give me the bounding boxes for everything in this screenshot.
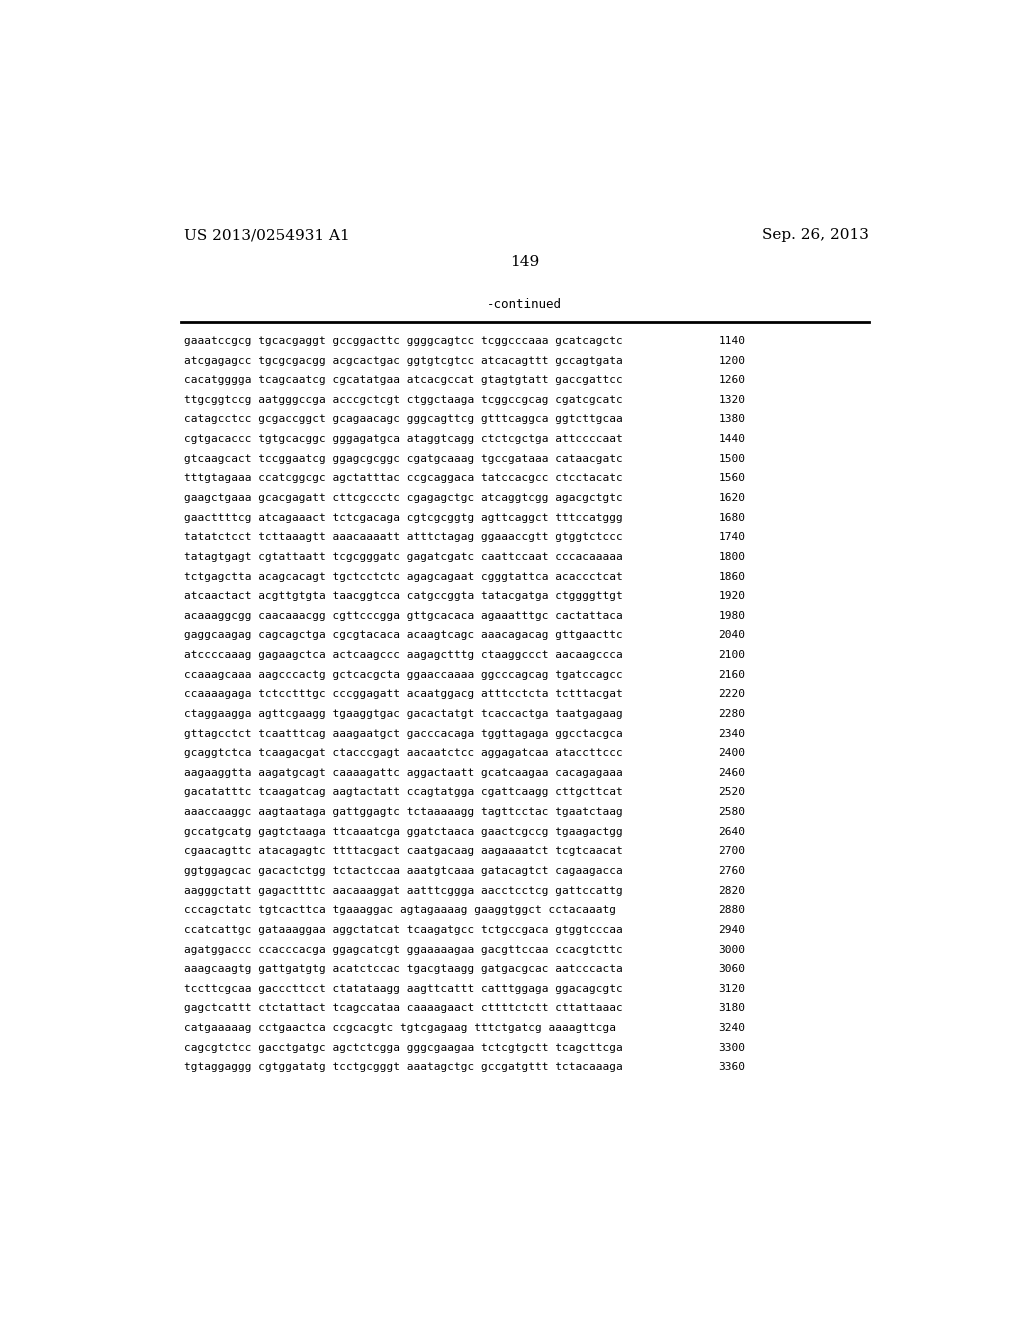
- Text: 3360: 3360: [719, 1063, 745, 1072]
- Text: ggtggagcac gacactctgg tctactccaa aaatgtcaaa gatacagtct cagaagacca: ggtggagcac gacactctgg tctactccaa aaatgtc…: [183, 866, 623, 876]
- Text: 2520: 2520: [719, 788, 745, 797]
- Text: 1680: 1680: [719, 512, 745, 523]
- Text: 2340: 2340: [719, 729, 745, 739]
- Text: 2760: 2760: [719, 866, 745, 876]
- Text: 2820: 2820: [719, 886, 745, 896]
- Text: Sep. 26, 2013: Sep. 26, 2013: [762, 228, 869, 243]
- Text: tttgtagaaa ccatcggcgc agctatttac ccgcaggaca tatccacgcc ctcctacatc: tttgtagaaa ccatcggcgc agctatttac ccgcagg…: [183, 474, 623, 483]
- Text: 3120: 3120: [719, 983, 745, 994]
- Text: 2040: 2040: [719, 631, 745, 640]
- Text: US 2013/0254931 A1: US 2013/0254931 A1: [183, 228, 349, 243]
- Text: atccccaaag gagaagctca actcaagccc aagagctttg ctaaggccct aacaagccca: atccccaaag gagaagctca actcaagccc aagagct…: [183, 649, 623, 660]
- Text: 2460: 2460: [719, 768, 745, 777]
- Text: gtcaagcact tccggaatcg ggagcgcggc cgatgcaaag tgccgataaa cataacgatc: gtcaagcact tccggaatcg ggagcgcggc cgatgca…: [183, 454, 623, 463]
- Text: aaaccaaggc aagtaataga gattggagtc tctaaaaagg tagttcctac tgaatctaag: aaaccaaggc aagtaataga gattggagtc tctaaaa…: [183, 807, 623, 817]
- Text: 2160: 2160: [719, 669, 745, 680]
- Text: aagggctatt gagacttttc aacaaaggat aatttcggga aacctcctcg gattccattg: aagggctatt gagacttttc aacaaaggat aatttcg…: [183, 886, 623, 896]
- Text: 3180: 3180: [719, 1003, 745, 1014]
- Text: 3000: 3000: [719, 945, 745, 954]
- Text: tatagtgagt cgtattaatt tcgcgggatc gagatcgatc caattccaat cccacaaaaa: tatagtgagt cgtattaatt tcgcgggatc gagatcg…: [183, 552, 623, 562]
- Text: 1260: 1260: [719, 375, 745, 385]
- Text: ccaaagcaaa aagcccactg gctcacgcta ggaaccaaaa ggcccagcag tgatccagcc: ccaaagcaaa aagcccactg gctcacgcta ggaacca…: [183, 669, 623, 680]
- Text: cagcgtctcc gacctgatgc agctctcgga gggcgaagaa tctcgtgctt tcagcttcga: cagcgtctcc gacctgatgc agctctcgga gggcgaa…: [183, 1043, 623, 1053]
- Text: 2700: 2700: [719, 846, 745, 857]
- Text: 1620: 1620: [719, 492, 745, 503]
- Text: 2220: 2220: [719, 689, 745, 700]
- Text: 1500: 1500: [719, 454, 745, 463]
- Text: cgtgacaccc tgtgcacggc gggagatgca ataggtcagg ctctcgctga attccccaat: cgtgacaccc tgtgcacggc gggagatgca ataggtc…: [183, 434, 623, 444]
- Text: cccagctatc tgtcacttca tgaaaggac agtagaaaag gaaggtggct cctacaaatg: cccagctatc tgtcacttca tgaaaggac agtagaaa…: [183, 906, 615, 915]
- Text: -continued: -continued: [487, 298, 562, 312]
- Text: gaaatccgcg tgcacgaggt gccggacttc ggggcagtcc tcggcccaaa gcatcagctc: gaaatccgcg tgcacgaggt gccggacttc ggggcag…: [183, 335, 623, 346]
- Text: gcaggtctca tcaagacgat ctacccgagt aacaatctcc aggagatcaa ataccttccc: gcaggtctca tcaagacgat ctacccgagt aacaatc…: [183, 748, 623, 758]
- Text: 2100: 2100: [719, 649, 745, 660]
- Text: 3240: 3240: [719, 1023, 745, 1034]
- Text: 1200: 1200: [719, 355, 745, 366]
- Text: atcgagagcc tgcgcgacgg acgcactgac ggtgtcgtcc atcacagttt gccagtgata: atcgagagcc tgcgcgacgg acgcactgac ggtgtcg…: [183, 355, 623, 366]
- Text: gaacttttcg atcagaaact tctcgacaga cgtcgcggtg agttcaggct tttccatggg: gaacttttcg atcagaaact tctcgacaga cgtcgcg…: [183, 512, 623, 523]
- Text: 1440: 1440: [719, 434, 745, 444]
- Text: gagctcattt ctctattact tcagccataa caaaagaact cttttctctt cttattaaac: gagctcattt ctctattact tcagccataa caaaaga…: [183, 1003, 623, 1014]
- Text: catagcctcc gcgaccggct gcagaacagc gggcagttcg gtttcaggca ggtcttgcaa: catagcctcc gcgaccggct gcagaacagc gggcagt…: [183, 414, 623, 425]
- Text: 2640: 2640: [719, 826, 745, 837]
- Text: 1920: 1920: [719, 591, 745, 601]
- Text: tatatctcct tcttaaagtt aaacaaaatt atttctagag ggaaaccgtt gtggtctccc: tatatctcct tcttaaagtt aaacaaaatt atttcta…: [183, 532, 623, 543]
- Text: 2880: 2880: [719, 906, 745, 915]
- Text: aaagcaagtg gattgatgtg acatctccac tgacgtaagg gatgacgcac aatcccacta: aaagcaagtg gattgatgtg acatctccac tgacgta…: [183, 964, 623, 974]
- Text: catgaaaaag cctgaactca ccgcacgtc tgtcgagaag tttctgatcg aaaagttcga: catgaaaaag cctgaactca ccgcacgtc tgtcgaga…: [183, 1023, 615, 1034]
- Text: agatggaccc ccacccacga ggagcatcgt ggaaaaagaa gacgttccaa ccacgtcttc: agatggaccc ccacccacga ggagcatcgt ggaaaaa…: [183, 945, 623, 954]
- Text: 3300: 3300: [719, 1043, 745, 1053]
- Text: cacatgggga tcagcaatcg cgcatatgaa atcacgccat gtagtgtatt gaccgattcc: cacatgggga tcagcaatcg cgcatatgaa atcacgc…: [183, 375, 623, 385]
- Text: 149: 149: [510, 255, 540, 269]
- Text: ttgcggtccg aatgggccga acccgctcgt ctggctaaga tcggccgcag cgatcgcatc: ttgcggtccg aatgggccga acccgctcgt ctggcta…: [183, 395, 623, 405]
- Text: gaagctgaaa gcacgagatt cttcgccctc cgagagctgc atcaggtcgg agacgctgtc: gaagctgaaa gcacgagatt cttcgccctc cgagagc…: [183, 492, 623, 503]
- Text: 1980: 1980: [719, 611, 745, 620]
- Text: ccatcattgc gataaaggaa aggctatcat tcaagatgcc tctgccgaca gtggtcccaa: ccatcattgc gataaaggaa aggctatcat tcaagat…: [183, 925, 623, 935]
- Text: 3060: 3060: [719, 964, 745, 974]
- Text: aagaaggtta aagatgcagt caaaagattc aggactaatt gcatcaagaa cacagagaaa: aagaaggtta aagatgcagt caaaagattc aggacta…: [183, 768, 623, 777]
- Text: 1380: 1380: [719, 414, 745, 425]
- Text: gaggcaagag cagcagctga cgcgtacaca acaagtcagc aaacagacag gttgaacttc: gaggcaagag cagcagctga cgcgtacaca acaagtc…: [183, 631, 623, 640]
- Text: tccttcgcaa gacccttcct ctatataagg aagttcattt catttggaga ggacagcgtc: tccttcgcaa gacccttcct ctatataagg aagttca…: [183, 983, 623, 994]
- Text: gccatgcatg gagtctaaga ttcaaatcga ggatctaaca gaactcgccg tgaagactgg: gccatgcatg gagtctaaga ttcaaatcga ggatcta…: [183, 826, 623, 837]
- Text: 2400: 2400: [719, 748, 745, 758]
- Text: 1740: 1740: [719, 532, 745, 543]
- Text: gacatatttc tcaagatcag aagtactatt ccagtatgga cgattcaagg cttgcttcat: gacatatttc tcaagatcag aagtactatt ccagtat…: [183, 788, 623, 797]
- Text: acaaaggcgg caacaaacgg cgttcccgga gttgcacaca agaaatttgc cactattaca: acaaaggcgg caacaaacgg cgttcccgga gttgcac…: [183, 611, 623, 620]
- Text: tgtaggaggg cgtggatatg tcctgcgggt aaatagctgc gccgatgttt tctacaaaga: tgtaggaggg cgtggatatg tcctgcgggt aaatagc…: [183, 1063, 623, 1072]
- Text: atcaactact acgttgtgta taacggtcca catgccggta tatacgatga ctggggttgt: atcaactact acgttgtgta taacggtcca catgccg…: [183, 591, 623, 601]
- Text: ctaggaagga agttcgaagg tgaaggtgac gacactatgt tcaccactga taatgagaag: ctaggaagga agttcgaagg tgaaggtgac gacacta…: [183, 709, 623, 719]
- Text: tctgagctta acagcacagt tgctcctctc agagcagaat cgggtattca acaccctcat: tctgagctta acagcacagt tgctcctctc agagcag…: [183, 572, 623, 582]
- Text: 2580: 2580: [719, 807, 745, 817]
- Text: gttagcctct tcaatttcag aaagaatgct gacccacaga tggttagaga ggcctacgca: gttagcctct tcaatttcag aaagaatgct gacccac…: [183, 729, 623, 739]
- Text: ccaaaagaga tctcctttgc cccggagatt acaatggacg atttcctcta tctttacgat: ccaaaagaga tctcctttgc cccggagatt acaatgg…: [183, 689, 623, 700]
- Text: 1560: 1560: [719, 474, 745, 483]
- Text: 2280: 2280: [719, 709, 745, 719]
- Text: 1140: 1140: [719, 335, 745, 346]
- Text: 2940: 2940: [719, 925, 745, 935]
- Text: 1800: 1800: [719, 552, 745, 562]
- Text: 1860: 1860: [719, 572, 745, 582]
- Text: cgaacagttc atacagagtc ttttacgact caatgacaag aagaaaatct tcgtcaacat: cgaacagttc atacagagtc ttttacgact caatgac…: [183, 846, 623, 857]
- Text: 1320: 1320: [719, 395, 745, 405]
